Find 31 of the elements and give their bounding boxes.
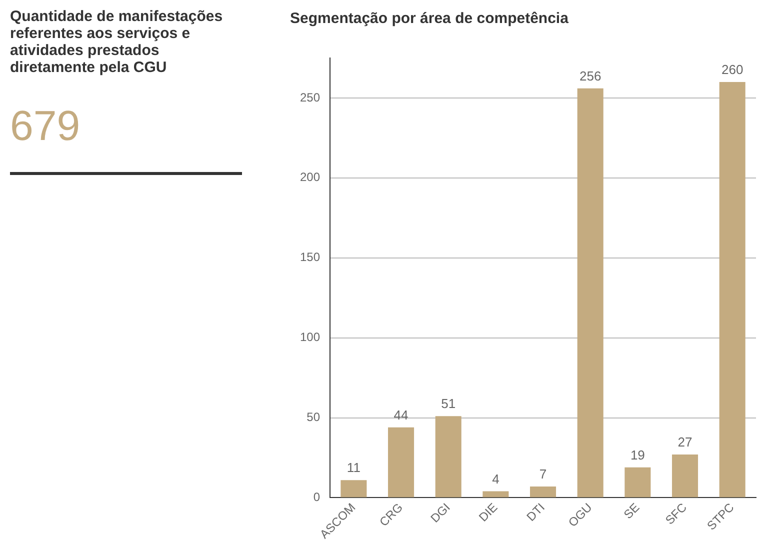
bar bbox=[577, 88, 604, 498]
bar bbox=[624, 467, 651, 498]
y-tick-label: 150 bbox=[300, 250, 320, 264]
x-tick-label: DIE bbox=[476, 500, 500, 524]
x-tick-label: DTI bbox=[524, 500, 548, 524]
bar bbox=[340, 480, 367, 498]
bar bbox=[388, 427, 414, 498]
bar bbox=[719, 82, 746, 498]
y-tick-label: 250 bbox=[300, 90, 320, 104]
data-label: 4 bbox=[492, 471, 500, 486]
data-label: 51 bbox=[441, 396, 456, 412]
text: 679 bbox=[10, 102, 82, 150]
y-tick-label: 50 bbox=[306, 410, 320, 424]
data-label: 260 bbox=[721, 62, 744, 78]
chart-title: Segmentação por área de competência bbox=[290, 10, 570, 28]
y-tick-label: 0 bbox=[313, 490, 320, 504]
data-label: 7 bbox=[539, 466, 547, 482]
x-tick-label: SE bbox=[620, 500, 642, 522]
data-label: 27 bbox=[678, 434, 692, 450]
data-label: 256 bbox=[579, 68, 602, 84]
data-label: 19 bbox=[630, 447, 645, 462]
bar bbox=[482, 491, 509, 498]
data-label: 44 bbox=[394, 407, 408, 422]
text: Quantidade de manifestações referentes aos serviços e atividades prestados diretamente pela CGU bbox=[10, 8, 224, 76]
y-tick-label: 200 bbox=[300, 170, 320, 184]
bar bbox=[530, 486, 556, 498]
bar bbox=[435, 416, 462, 498]
x-tick-label: DGI bbox=[428, 500, 453, 526]
y-tick-label: 100 bbox=[300, 330, 320, 344]
bar bbox=[672, 454, 698, 498]
data-label: 11 bbox=[346, 460, 360, 476]
